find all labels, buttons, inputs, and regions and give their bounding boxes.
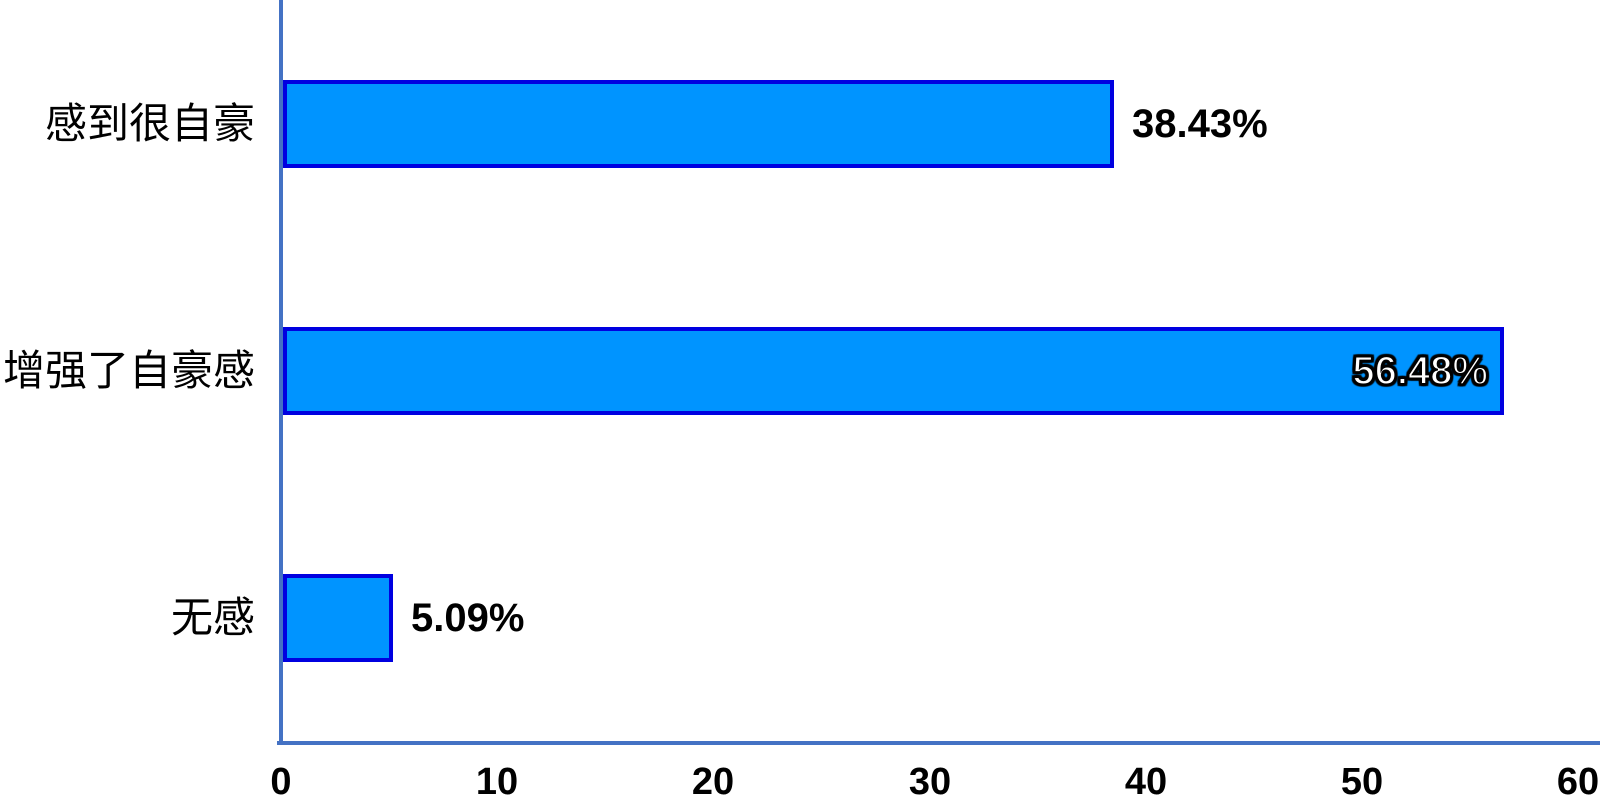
x-tick-label: 40 xyxy=(1124,761,1168,799)
x-tick-label: 10 xyxy=(475,761,519,799)
value-label: 56.48% xyxy=(1351,349,1489,393)
x-tick-label: 30 xyxy=(908,761,952,799)
value-label: 38.43% xyxy=(1132,102,1268,146)
bar xyxy=(283,574,393,662)
category-label: 增强了自豪感 xyxy=(2,347,255,394)
y-axis-line xyxy=(279,0,283,745)
x-axis-line xyxy=(277,741,1600,745)
x-tick-label: 20 xyxy=(691,761,735,799)
x-tick-label: 0 xyxy=(270,761,292,799)
x-tick-label: 60 xyxy=(1556,761,1600,799)
category-label: 无感 xyxy=(170,594,255,641)
x-tick-label: 50 xyxy=(1340,761,1384,799)
bar xyxy=(283,80,1114,168)
category-label: 感到很自豪 xyxy=(44,100,255,147)
bar xyxy=(283,327,1504,415)
value-label: 5.09% xyxy=(411,596,525,640)
